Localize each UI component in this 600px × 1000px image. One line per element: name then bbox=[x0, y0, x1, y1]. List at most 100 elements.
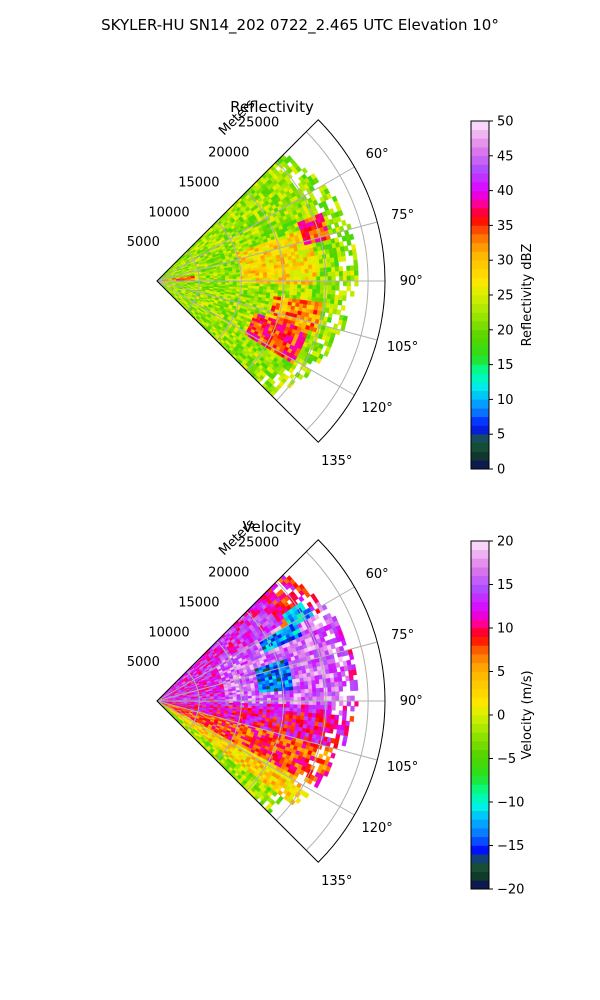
data-cell bbox=[327, 709, 332, 715]
data-cell bbox=[286, 700, 291, 705]
data-cell bbox=[341, 320, 347, 327]
data-cell bbox=[327, 700, 333, 706]
data-cell bbox=[243, 693, 249, 697]
azimuth-tick-label: 60° bbox=[366, 147, 389, 162]
data-cell bbox=[351, 664, 357, 671]
colorbar-band bbox=[471, 460, 489, 470]
data-cell bbox=[338, 710, 344, 716]
panel-velocity: 60°75°90°105°120°135°5000100001500020000… bbox=[127, 517, 535, 898]
data-cell bbox=[314, 717, 320, 723]
data-cell bbox=[319, 687, 325, 693]
data-cell bbox=[273, 684, 279, 689]
data-cell bbox=[285, 710, 290, 716]
data-cell bbox=[343, 730, 349, 737]
data-cell bbox=[285, 704, 291, 709]
data-cell bbox=[303, 260, 309, 266]
data-cell bbox=[315, 267, 321, 273]
data-cell bbox=[346, 280, 352, 287]
data-cell bbox=[259, 283, 264, 287]
data-cell bbox=[348, 233, 355, 241]
data-cell bbox=[346, 700, 352, 707]
data-cell bbox=[292, 291, 298, 296]
data-cell bbox=[251, 703, 257, 707]
data-cell bbox=[316, 704, 321, 710]
panel-title: Reflectivity bbox=[230, 98, 314, 116]
data-cell bbox=[266, 703, 272, 708]
data-cell bbox=[327, 289, 332, 295]
data-cell bbox=[354, 275, 359, 282]
data-cell bbox=[259, 695, 264, 699]
data-cell bbox=[288, 682, 294, 688]
data-cell bbox=[300, 269, 306, 274]
colorbar-band bbox=[471, 329, 489, 339]
data-cell bbox=[350, 705, 355, 712]
data-cell bbox=[286, 277, 291, 282]
data-cell bbox=[281, 273, 287, 278]
data-cell bbox=[326, 262, 332, 268]
data-cell bbox=[262, 269, 268, 273]
data-cell bbox=[293, 693, 298, 698]
data-cell bbox=[353, 259, 359, 266]
data-cell bbox=[349, 715, 355, 722]
range-tick-label: 10000 bbox=[148, 205, 189, 220]
colorbar-band bbox=[471, 434, 489, 444]
data-cell bbox=[228, 276, 234, 280]
colorbar-band bbox=[471, 355, 489, 365]
data-cell bbox=[274, 691, 279, 696]
data-cell bbox=[311, 717, 316, 723]
data-cell bbox=[327, 687, 332, 693]
colorbar-band bbox=[471, 408, 489, 418]
data-cell bbox=[228, 696, 234, 700]
data-cell bbox=[340, 251, 346, 257]
data-cell bbox=[312, 688, 317, 694]
data-cell bbox=[289, 266, 294, 271]
data-cell bbox=[277, 687, 283, 692]
data-cell bbox=[274, 694, 279, 699]
data-cell bbox=[326, 718, 332, 725]
data-cell bbox=[349, 290, 355, 297]
data-cell bbox=[319, 713, 324, 719]
colorbar-band bbox=[471, 138, 489, 148]
data-cell bbox=[277, 270, 283, 275]
data-cell bbox=[311, 264, 317, 270]
data-cell bbox=[270, 688, 275, 693]
data-cell bbox=[308, 696, 314, 702]
data-cell bbox=[266, 268, 271, 273]
data-cell bbox=[341, 255, 347, 262]
data-cell bbox=[296, 269, 302, 274]
data-cell bbox=[326, 682, 332, 688]
data-cell bbox=[338, 271, 344, 277]
colorbar-band bbox=[471, 312, 489, 322]
colorbar-band bbox=[471, 225, 489, 235]
data-cell bbox=[330, 677, 335, 683]
data-cell bbox=[255, 705, 260, 710]
data-cell bbox=[318, 678, 324, 685]
colorbar-band bbox=[471, 155, 489, 165]
data-cell bbox=[236, 276, 241, 280]
data-cell bbox=[286, 280, 291, 285]
data-cell bbox=[270, 274, 276, 279]
data-cell bbox=[299, 715, 305, 721]
data-cell bbox=[320, 700, 325, 706]
data-cell bbox=[298, 595, 305, 603]
data-cell bbox=[319, 683, 324, 689]
data-cell bbox=[270, 694, 276, 699]
data-cell bbox=[318, 258, 324, 265]
data-cell bbox=[288, 262, 294, 268]
data-cell bbox=[293, 287, 298, 293]
data-cell bbox=[326, 257, 332, 264]
data-cell bbox=[307, 292, 313, 298]
data-cell bbox=[285, 287, 291, 292]
data-cell bbox=[349, 265, 355, 272]
data-cell bbox=[255, 285, 260, 290]
data-cell bbox=[301, 167, 308, 175]
data-cell bbox=[334, 681, 340, 688]
data-cell bbox=[247, 695, 253, 699]
data-cell bbox=[307, 684, 313, 690]
data-cell bbox=[338, 241, 345, 248]
data-cell bbox=[327, 696, 333, 702]
data-cell bbox=[304, 684, 309, 690]
data-cell bbox=[277, 264, 282, 269]
data-cell bbox=[281, 707, 287, 712]
panel-reflectivity: 60°75°90°105°120°135°5000100001500020000… bbox=[127, 97, 535, 478]
